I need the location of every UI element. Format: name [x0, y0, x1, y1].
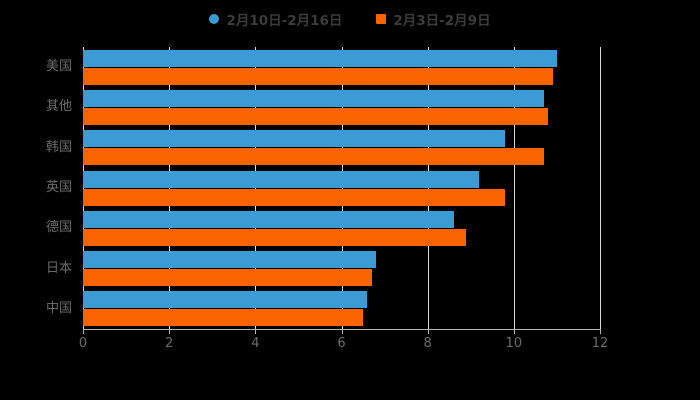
- bar[interactable]: [83, 228, 467, 246]
- y-axis-label: 日本: [45, 260, 72, 276]
- bar[interactable]: [83, 309, 364, 327]
- gridline: [341, 47, 343, 329]
- x-tick-mark: [600, 329, 601, 334]
- legend-entry[interactable]: 2月3日-2月9日: [376, 9, 491, 29]
- bar[interactable]: [83, 251, 376, 269]
- bar[interactable]: [83, 67, 553, 85]
- bar[interactable]: [83, 291, 368, 309]
- y-axis-label: 英国: [45, 180, 72, 195]
- y-axis-label: 德国: [45, 220, 72, 236]
- gridline: [600, 47, 601, 329]
- bar[interactable]: [83, 170, 480, 188]
- plot-area: [83, 47, 601, 329]
- y-axis-label: 韩国: [45, 139, 72, 155]
- x-tick-mark: [513, 329, 515, 334]
- bar-group: [83, 291, 600, 327]
- bar[interactable]: [83, 269, 372, 287]
- bar[interactable]: [83, 188, 506, 206]
- x-tick-label: 8: [423, 336, 432, 351]
- bar-group: [83, 251, 600, 287]
- y-axis-label: 美国: [45, 59, 72, 75]
- y-axis-label: 其他: [45, 99, 72, 115]
- x-tick-label: 0: [78, 336, 88, 351]
- legend-square-icon: [376, 14, 387, 24]
- x-tick-mark: [169, 329, 171, 334]
- x-tick-mark: [83, 329, 84, 334]
- x-tick-label: 4: [251, 336, 260, 351]
- bar-group: [83, 130, 600, 166]
- y-axis-label: 中国: [45, 300, 72, 316]
- legend-circle-icon: [209, 14, 220, 24]
- x-tick-mark: [341, 329, 343, 334]
- bar-group: [83, 49, 600, 85]
- bar[interactable]: [83, 210, 454, 228]
- legend-entry[interactable]: 2月10日-2月16日: [209, 9, 342, 29]
- gridline: [255, 47, 257, 329]
- x-tick-mark: [427, 329, 429, 334]
- chart-legend: 2月10日-2月16日 2月3日-2月9日: [0, 6, 700, 32]
- bar[interactable]: [83, 89, 544, 107]
- bar-group: [83, 210, 600, 246]
- legend-label: 2月10日-2月16日: [226, 13, 343, 29]
- bar-group: [83, 170, 600, 206]
- x-tick-label: 6: [337, 336, 346, 351]
- x-tick-label: 2: [165, 336, 174, 351]
- bar[interactable]: [83, 148, 544, 166]
- gridline: [169, 47, 171, 329]
- y-axis-labels: 美国其他韩国英国德国日本中国: [0, 47, 700, 329]
- bar[interactable]: [83, 130, 506, 148]
- gridline: [513, 47, 515, 329]
- legend-label: 2月3日-2月9日: [393, 13, 491, 29]
- x-tick-mark: [255, 329, 257, 334]
- x-tick-label: 12: [591, 336, 609, 351]
- bar[interactable]: [83, 107, 549, 125]
- gridline: [83, 47, 84, 329]
- bar-group: [83, 89, 600, 125]
- x-tick-label: 10: [505, 336, 523, 351]
- bar[interactable]: [83, 49, 557, 67]
- gridline: [427, 47, 429, 329]
